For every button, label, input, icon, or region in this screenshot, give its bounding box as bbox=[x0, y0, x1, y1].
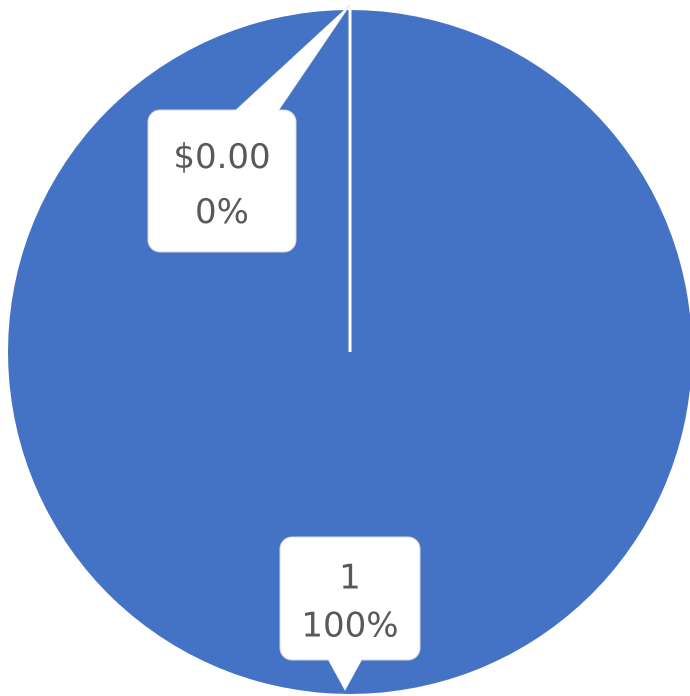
value-label: 1 bbox=[339, 557, 361, 597]
callout-join bbox=[235, 5, 350, 111]
data-label: 1 100% bbox=[279, 536, 421, 692]
percent-label: 100% bbox=[301, 605, 398, 645]
data-label: $0.00 0% bbox=[147, 4, 351, 253]
callout-join bbox=[328, 659, 362, 690]
value-label: $0.00 bbox=[173, 137, 270, 177]
callout-box bbox=[147, 109, 297, 253]
percent-label: 0% bbox=[195, 192, 249, 232]
